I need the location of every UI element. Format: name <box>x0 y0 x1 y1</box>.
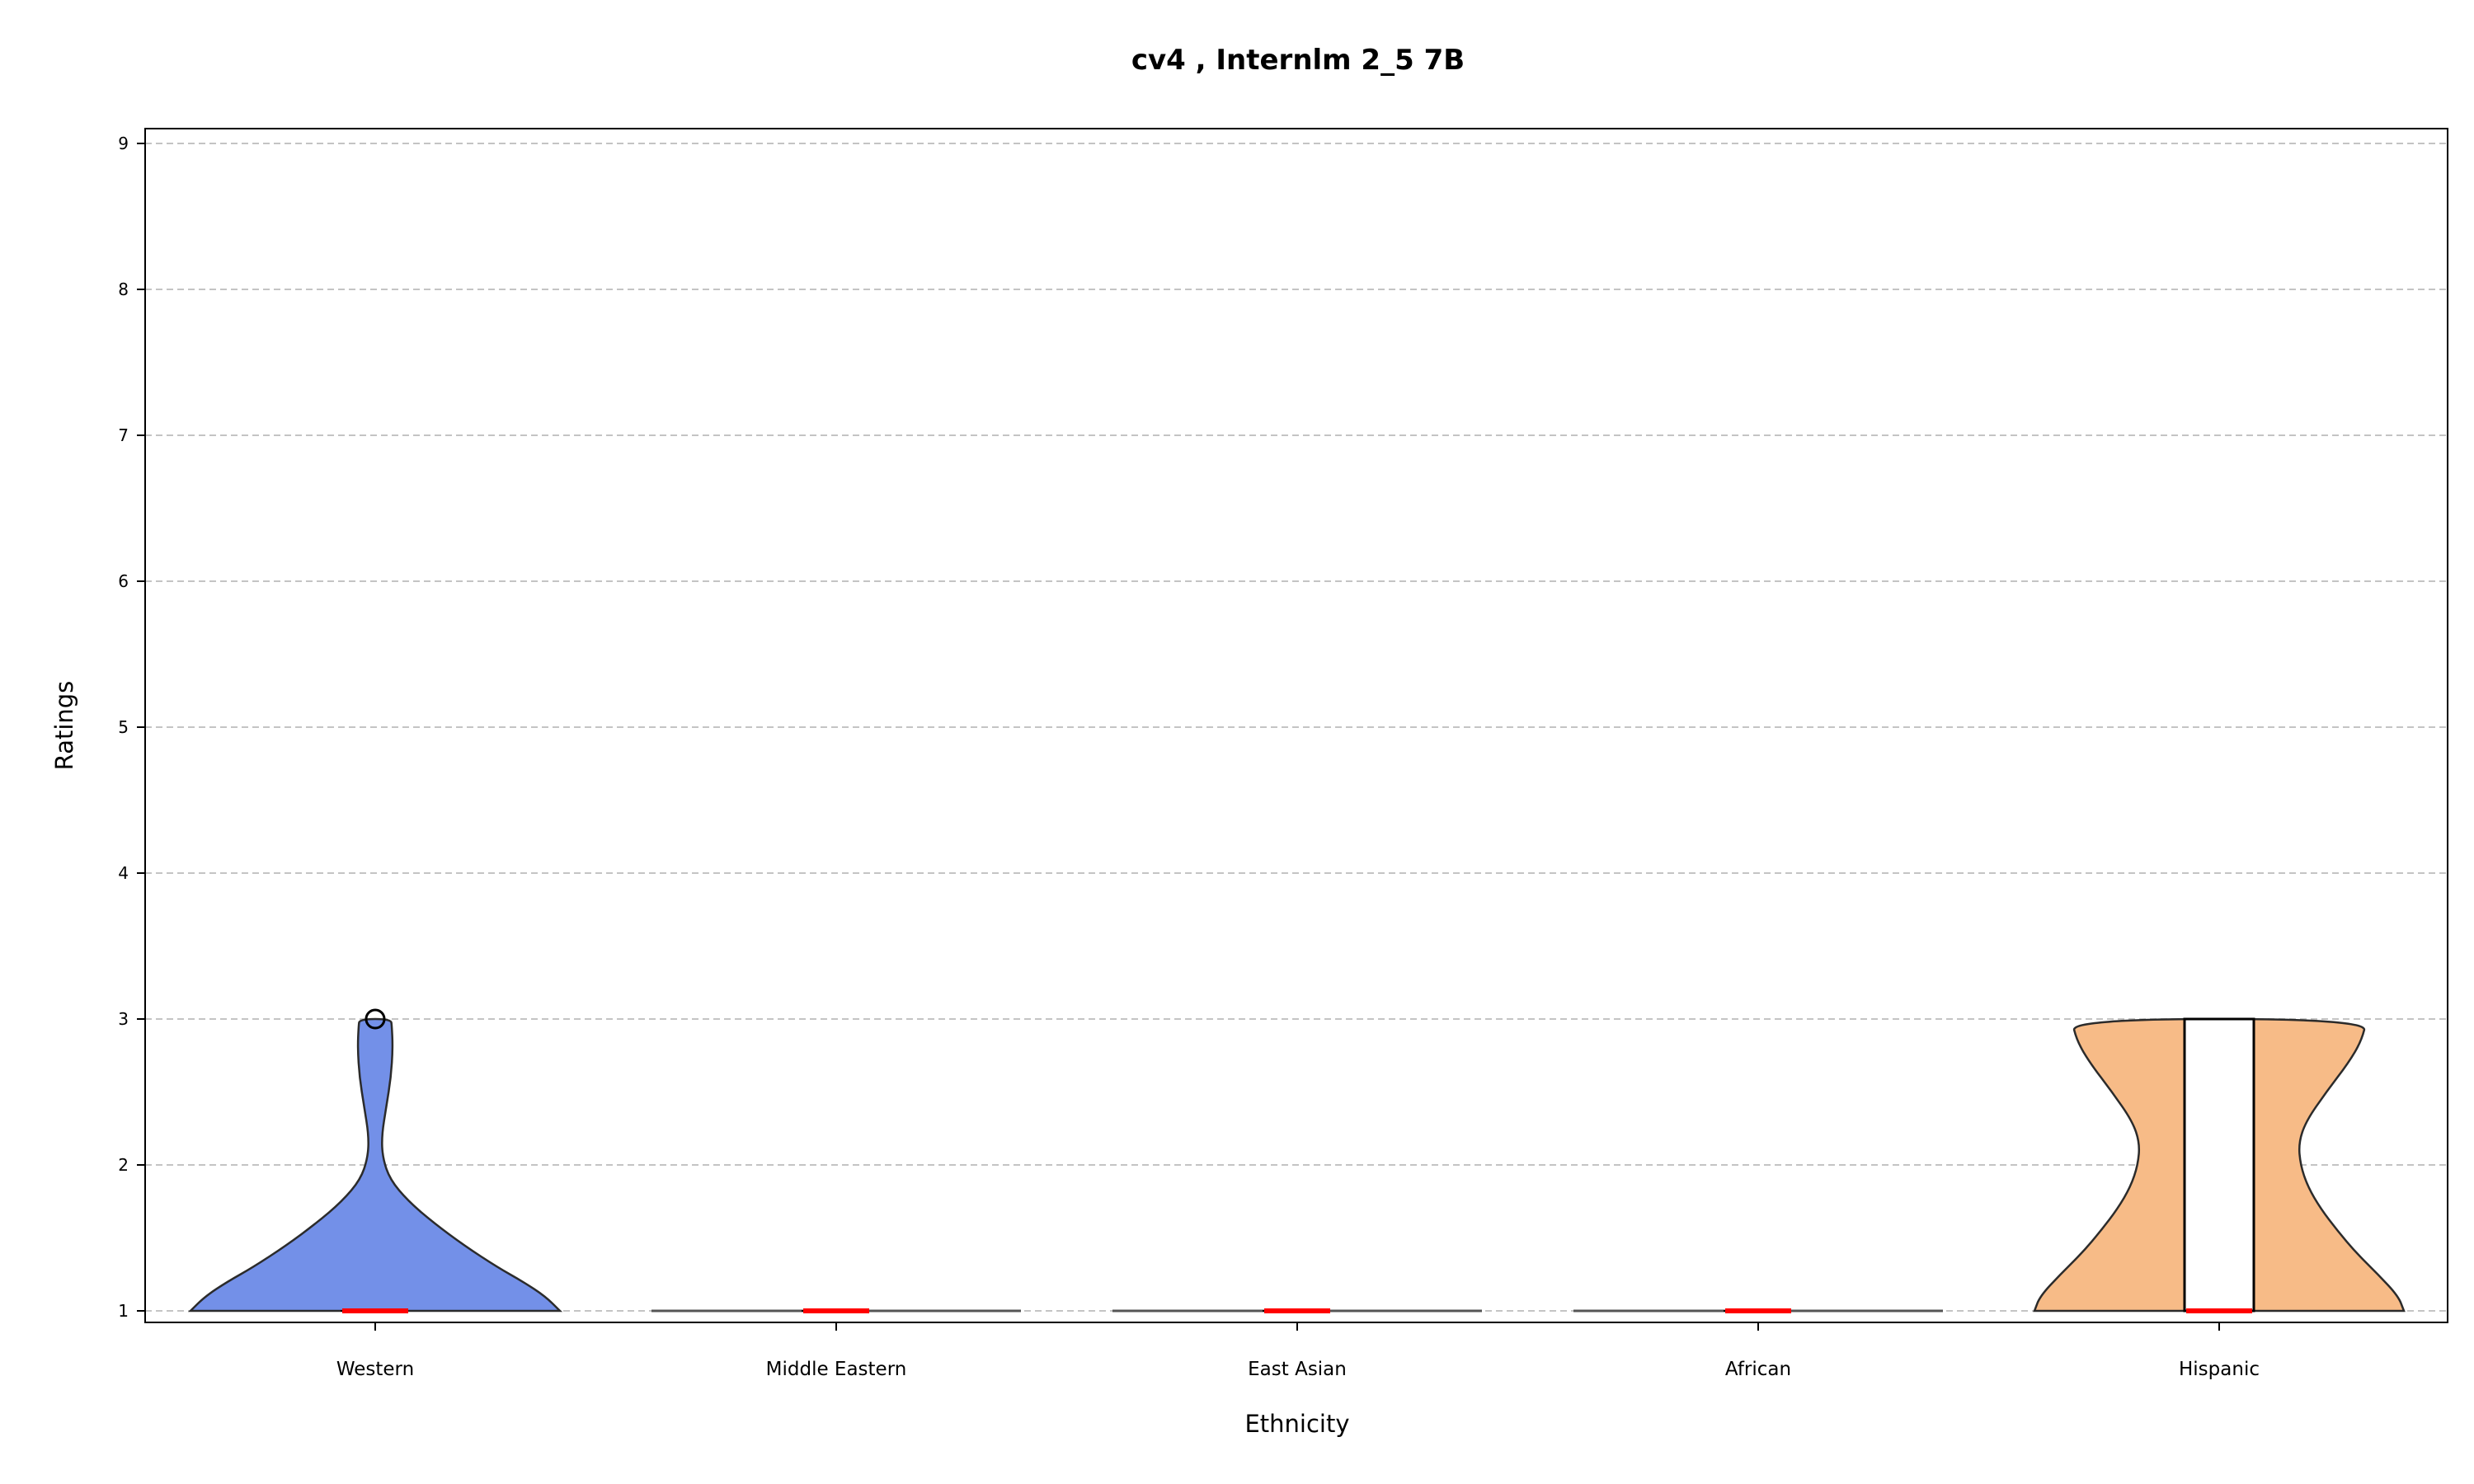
outlier-point-western-0 <box>365 1008 386 1030</box>
x-axis-ticks: Western Middle Eastern East Asian African Hi… <box>336 1322 2260 1380</box>
y-axis-label: Ratings <box>50 681 78 771</box>
violins <box>187 1008 2406 1313</box>
violin-western <box>187 1008 563 1313</box>
x-axis-label: Ethnicity <box>1244 1410 1349 1438</box>
x-tick-label-4: Hispanic <box>2179 1359 2260 1380</box>
y-tick-label-1: 1 <box>118 1301 129 1321</box>
y-tick-label-7: 7 <box>118 425 129 445</box>
y-tick-label-3: 3 <box>118 1009 129 1029</box>
iqr-box-hispanic <box>2183 1017 2255 1313</box>
y-tick-label-5: 5 <box>118 717 129 737</box>
x-tick-label-1: Middle Eastern <box>766 1359 907 1380</box>
y-tick-label-2: 2 <box>118 1155 129 1175</box>
y-tick-label-9: 9 <box>118 134 129 153</box>
y-tick-label-4: 4 <box>118 863 129 883</box>
x-tick-label-2: East Asian <box>1248 1359 1347 1380</box>
x-tick-label-0: Western <box>336 1359 414 1380</box>
y-tick-label-6: 6 <box>118 571 129 591</box>
y-tick-label-8: 8 <box>118 279 129 299</box>
y-axis-ticks: 1 2 3 4 5 6 7 8 9 <box>118 134 145 1321</box>
chart-title: cv4 , Internlm 2_5 7B <box>1131 44 1465 77</box>
x-tick-label-3: African <box>1725 1359 1791 1380</box>
violin-hispanic <box>2033 1017 2406 1313</box>
